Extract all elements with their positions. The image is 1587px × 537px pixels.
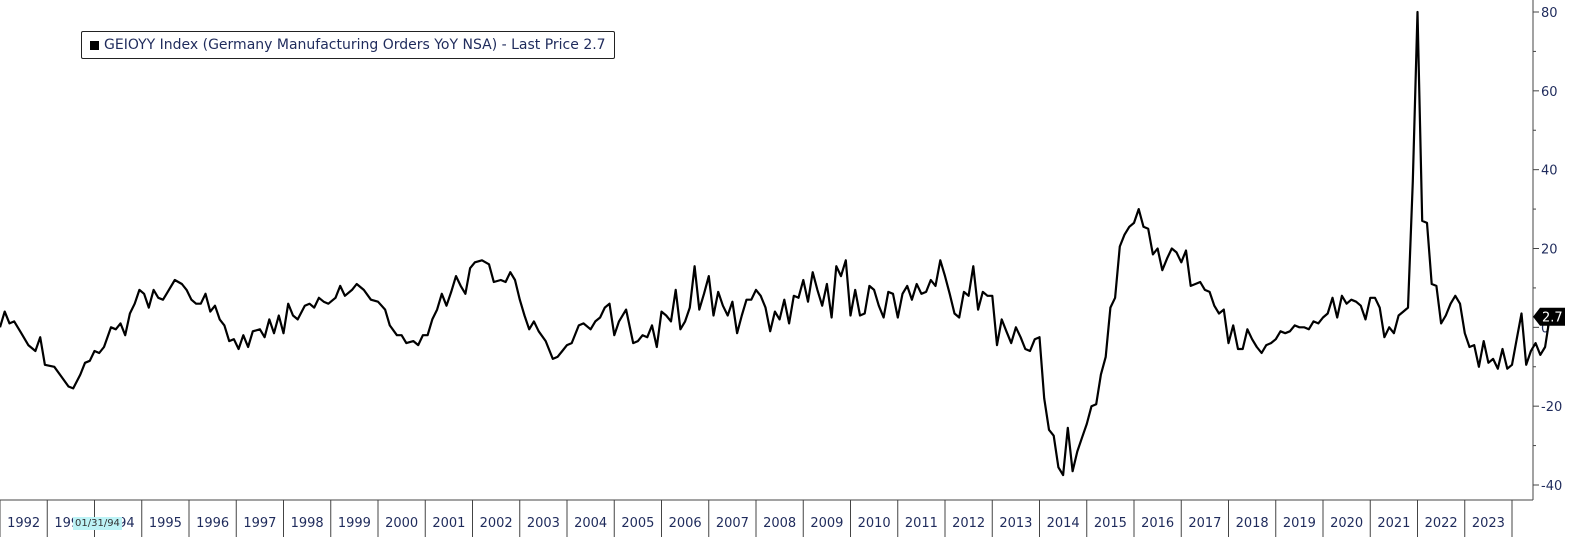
y-axis: -40 -20 0 20 40 60 80 (1533, 6, 1562, 494)
x-tick-label: 2011 (905, 516, 938, 531)
x-tick-label: 2021 (1377, 516, 1410, 531)
x-tick-label: 2017 (1188, 516, 1221, 531)
y-tick-label: -20 (1541, 400, 1562, 415)
x-tick-label: 1996 (196, 516, 229, 531)
x-tick-label: 2002 (480, 516, 513, 531)
y-tick-label: 80 (1541, 6, 1558, 21)
y-tick-label: 60 (1541, 85, 1558, 100)
x-tick-label: 2022 (1425, 516, 1458, 531)
chart-legend: GEIOYY Index (Germany Manufacturing Orde… (81, 31, 615, 59)
x-tick-label: 2007 (716, 516, 749, 531)
plot-frame (0, 0, 1534, 501)
legend-label: GEIOYY Index (Germany Manufacturing Orde… (104, 37, 606, 53)
x-tick-label: 2004 (574, 516, 607, 531)
x-tick-label: 2006 (669, 516, 702, 531)
y-tick-label: 0 (1541, 321, 1549, 336)
x-tick-label: 2020 (1330, 516, 1363, 531)
x-tick-label: 1997 (243, 516, 276, 531)
x-tick-label: 2005 (621, 516, 654, 531)
last-price-tag (1533, 307, 1565, 326)
x-tick-label: 2001 (432, 516, 465, 531)
x-tick-label: 2018 (1236, 516, 1269, 531)
x-tick-label: 2013 (999, 516, 1032, 531)
y-tick-label: 40 (1541, 164, 1558, 179)
x-tick-label: 2023 (1472, 516, 1505, 531)
x-tick-label: 1999 (338, 516, 371, 531)
x-tick-label: 1998 (291, 516, 324, 531)
last-price-value: 2.7 (1542, 311, 1563, 326)
x-tick-label: 2016 (1141, 516, 1174, 531)
x-axis: 1992199319941995199619971998199920002001… (0, 500, 1513, 537)
series-layer (0, 10, 1551, 477)
x-tick-label: 2003 (527, 516, 560, 531)
x-tick-label: 2019 (1283, 516, 1316, 531)
x-tick-label: 2000 (385, 516, 418, 531)
x-tick-label: 1995 (149, 516, 182, 531)
last-price-marker: 2.7 (1533, 307, 1565, 326)
legend-swatch (90, 40, 99, 50)
y-tick-label: -40 (1541, 479, 1562, 494)
x-tick-label: 1992 (7, 516, 40, 531)
x-tick-label: 2015 (1094, 516, 1127, 531)
cursor-date-label: 01/31/94 (73, 517, 122, 530)
x-tick-label: 2008 (763, 516, 796, 531)
x-tick-label: 2014 (1047, 516, 1080, 531)
x-tick-label: 2009 (810, 516, 843, 531)
x-tick-label: 2010 (858, 516, 891, 531)
x-tick-label: 2012 (952, 516, 985, 531)
y-tick-label: 20 (1541, 243, 1558, 258)
series-line (0, 10, 1551, 477)
